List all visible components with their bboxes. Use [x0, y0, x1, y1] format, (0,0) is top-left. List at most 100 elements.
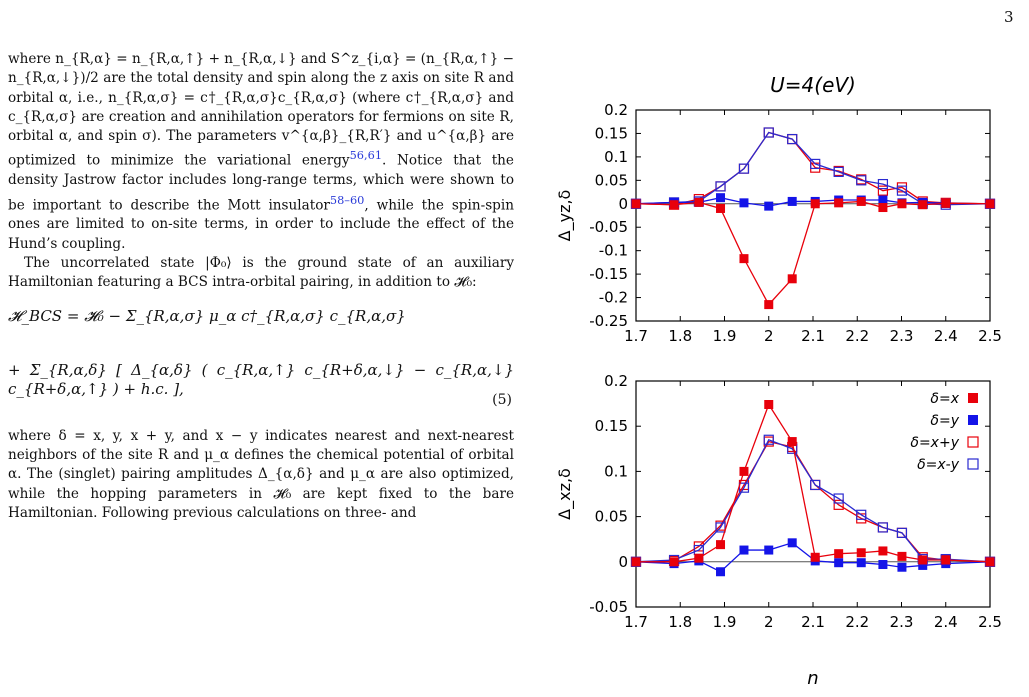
- data-point: [763, 434, 774, 445]
- data-point: [787, 437, 797, 447]
- x-tick-label: 2.5: [978, 613, 1002, 631]
- paragraph-bcs: The uncorrelated state |Φ₀⟩ is the groun…: [8, 255, 514, 291]
- data-point: [631, 557, 641, 567]
- y-tick-label: 0: [618, 553, 628, 571]
- data-point: [896, 185, 908, 196]
- data-point: [856, 548, 866, 558]
- data-point: [856, 196, 866, 206]
- y-tick-label: 0.05: [595, 171, 628, 189]
- legend-label: δ=x+y: [910, 435, 959, 451]
- y-tick-label: -0.05: [589, 218, 628, 236]
- data-point: [810, 552, 820, 562]
- legend-label: δ=y: [930, 413, 959, 429]
- equation-line-2: + Σ_{R,α,δ} [ Δ_{α,δ} ( c_{R,α,↑} c_{R+δ…: [8, 360, 514, 398]
- y-tick-label: 0: [618, 195, 628, 213]
- x-tick-label: 2.2: [845, 613, 869, 631]
- data-point: [878, 560, 888, 570]
- data-point: [856, 558, 866, 568]
- data-point: [897, 562, 907, 572]
- data-point: [810, 199, 820, 209]
- x-tick-label: 1.8: [668, 613, 692, 631]
- paragraph-delta: where δ = x, y, x + y, and x − y indicat…: [8, 427, 514, 521]
- text-column: where n_{R,α} = n_{R,α,↑} + n_{R,α,↓} an…: [8, 50, 514, 523]
- page-number: 3: [1004, 8, 1014, 26]
- data-point: [833, 493, 844, 504]
- citation-56-61[interactable]: 56,61: [349, 148, 383, 163]
- data-point: [985, 199, 995, 209]
- data-point: [669, 557, 679, 567]
- data-point: [897, 551, 907, 561]
- y-tick-label: 0.15: [595, 124, 628, 142]
- data-point: [694, 553, 704, 563]
- x-tick-label: 2.1: [801, 613, 825, 631]
- data-point: [764, 201, 774, 211]
- data-point: [764, 300, 774, 310]
- data-point: [739, 198, 749, 208]
- x-tick-label: 1.9: [713, 327, 737, 345]
- x-tick-label: 2: [764, 613, 774, 631]
- figure-title: U=4(eV): [770, 73, 856, 97]
- y-axis-label: Δ_xz,δ: [555, 468, 575, 520]
- data-point: [787, 133, 798, 145]
- data-point: [787, 538, 797, 548]
- data-point: [896, 527, 908, 538]
- data-point: [833, 166, 844, 177]
- data-point: [985, 557, 995, 567]
- x-tick-label: 1.7: [624, 613, 648, 631]
- data-point: [941, 555, 951, 565]
- y-tick-label: 0.05: [595, 508, 628, 526]
- paragraph-jastrow-c: , while the spin-spin ones are limited t…: [8, 197, 514, 252]
- paragraph-jastrow: where n_{R,α} = n_{R,α,↑} + n_{R,α,↓} an…: [8, 50, 514, 254]
- data-point: [833, 499, 844, 510]
- series-line: [635, 200, 991, 306]
- data-point: [834, 549, 844, 559]
- y-tick-label: 0.2: [604, 372, 628, 390]
- data-point: [739, 466, 749, 476]
- data-point: [878, 203, 888, 213]
- data-point: [918, 560, 928, 570]
- plot-frame: [635, 109, 991, 322]
- data-point: [787, 274, 797, 284]
- y-tick-label: 0.1: [604, 148, 628, 166]
- y-tick-label: -0.15: [589, 265, 628, 283]
- series-line: [635, 438, 991, 563]
- x-tick-label: 2.3: [890, 613, 914, 631]
- paragraph-jastrow-b: . Notice that the density Jastrow factor…: [8, 153, 514, 214]
- data-point: [856, 175, 867, 186]
- x-axis-label: n: [807, 668, 818, 689]
- legend-marker: [967, 436, 979, 448]
- data-point: [739, 545, 749, 555]
- data-point: [631, 199, 641, 209]
- data-point: [715, 181, 726, 192]
- data-point: [834, 198, 844, 208]
- x-tick-label: 1.8: [668, 327, 692, 345]
- data-point: [878, 546, 888, 556]
- data-point: [716, 203, 726, 213]
- data-point: [941, 198, 951, 208]
- data-point: [877, 522, 889, 533]
- y-tick-label: -0.1: [599, 242, 628, 260]
- y-tick-label: 0.1: [604, 462, 628, 480]
- data-point: [856, 509, 867, 520]
- x-tick-label: 2: [764, 327, 774, 345]
- paragraph-jastrow-a: where n_{R,α} = n_{R,α,↑} + n_{R,α,↓} an…: [8, 51, 514, 170]
- legend-label: δ=x: [930, 391, 959, 407]
- data-point: [787, 196, 797, 206]
- data-point: [918, 200, 928, 210]
- x-tick-label: 2.4: [934, 613, 958, 631]
- citation-58-60[interactable]: 58–60: [329, 192, 365, 207]
- data-point: [877, 185, 889, 196]
- equation-5: 𝓗_BCS = 𝓗₀ − Σ_{R,α,σ} μ_α c†_{R,α,σ} c_…: [8, 299, 514, 417]
- y-tick-label: -0.25: [589, 312, 628, 330]
- data-point: [738, 482, 750, 493]
- x-tick-label: 2.2: [845, 327, 869, 345]
- x-tick-label: 2.4: [934, 327, 958, 345]
- data-point: [715, 522, 726, 533]
- x-tick-label: 1.9: [713, 613, 737, 631]
- data-point: [877, 178, 889, 190]
- x-tick-label: 2.1: [801, 327, 825, 345]
- series-line: [635, 131, 991, 206]
- data-point: [810, 479, 821, 491]
- x-tick-label: 2.3: [890, 327, 914, 345]
